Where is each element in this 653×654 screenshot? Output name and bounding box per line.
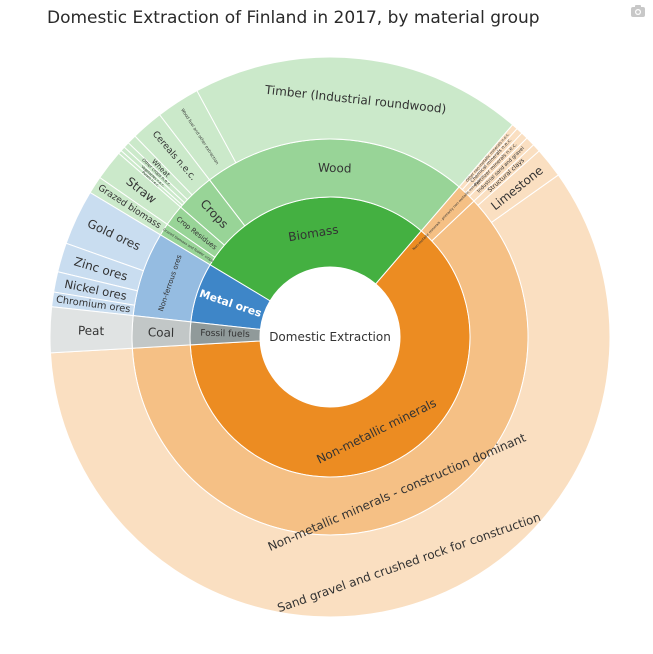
- slice-sand-gravel-and-crushed-rock-for-construction[interactable]: [49, 174, 611, 618]
- slice-root[interactable]: [260, 267, 400, 407]
- camera-icon[interactable]: [630, 4, 646, 18]
- label-wood: Wood: [318, 161, 352, 176]
- label-root: Domestic Extraction: [269, 330, 391, 344]
- slice-peat[interactable]: [49, 306, 134, 354]
- label-coal: Coal: [148, 325, 175, 340]
- chart-title: Domestic Extraction of Finland in 2017, …: [47, 8, 540, 28]
- label-peat: Peat: [78, 323, 105, 338]
- label-fossil-fuels: Fossil fuels: [200, 329, 250, 340]
- sunburst-slices: [49, 56, 611, 618]
